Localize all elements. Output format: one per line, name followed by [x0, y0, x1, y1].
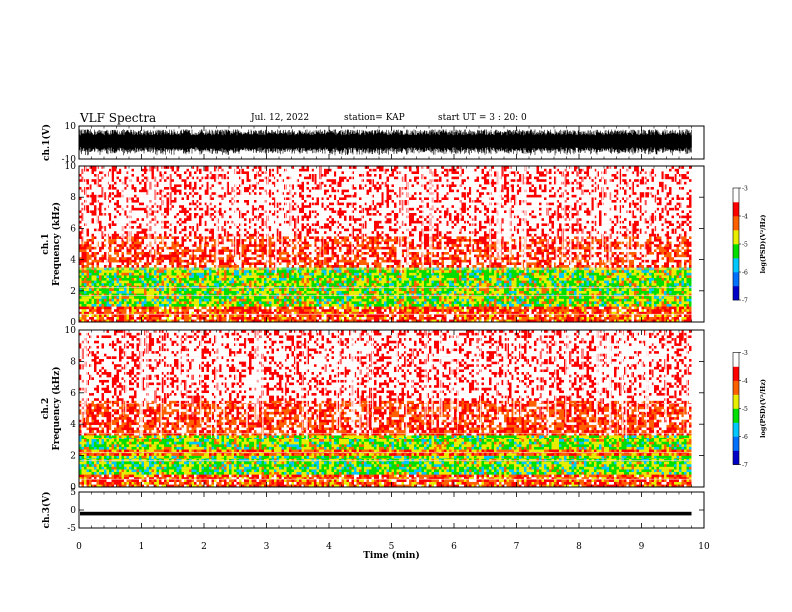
- x-tick-2: 2: [201, 542, 207, 552]
- ch1-spectrogram-ylabel: Frequency (kHz): [51, 202, 62, 286]
- ch2-spectrogram-ytick-0: 0: [70, 483, 76, 493]
- ch1-spectrogram-colorbar-tick-4: -7: [742, 298, 748, 305]
- ch1-spectrogram-ylabel-channel: ch.1: [41, 233, 51, 254]
- ch1-waveform-ylabel: ch.1(V): [41, 124, 52, 161]
- ch1-spectrogram-ytick-2: 4: [70, 256, 76, 266]
- ch1-spectrogram-colorbar-label: log(PSD)(V²/Hz): [759, 215, 767, 274]
- x-tick-8: 8: [576, 542, 582, 552]
- x-tick-7: 7: [514, 542, 520, 552]
- ch2-spectrogram-colorbar-tick-3: -6: [742, 434, 748, 441]
- ch3-waveform-ytick-0: 5: [70, 488, 76, 498]
- ch2-spectrogram-colorbar-tick-4: -7: [742, 462, 748, 469]
- ch1-spectrogram-colorbar-tick-0: -3: [742, 186, 748, 193]
- ch2-spectrogram-ytick-2: 4: [70, 420, 76, 430]
- ch2-spectrogram-ytick-4: 8: [70, 357, 76, 367]
- ch1-waveform-trace: [79, 129, 692, 156]
- x-axis-label: Time (min): [363, 550, 420, 561]
- ch1-waveform-ytick-1: -10: [62, 155, 77, 165]
- ch2-spectrogram-colorbar-label: log(PSD)(V²/Hz): [759, 379, 767, 438]
- ch1-spectrogram-colorbar-tick-3: -6: [742, 270, 748, 277]
- ch1-spectrogram-cells: [79, 166, 704, 323]
- ch1-spectrogram-ytick-1: 2: [70, 287, 76, 297]
- x-tick-6: 6: [451, 542, 457, 552]
- ch3-waveform-trace: [80, 511, 692, 516]
- ch1-spectrogram-colorbar-tick-1: -4: [742, 214, 748, 221]
- ch1-spectrogram-ytick-5: 10: [65, 162, 77, 172]
- x-tick-4: 4: [326, 542, 332, 552]
- station-label: station= KAP: [344, 113, 405, 123]
- ch3-waveform-ytick-1: 0: [70, 506, 76, 516]
- ch2-spectrogram-ytick-1: 2: [70, 452, 76, 462]
- ch2-spectrogram-colorbar-tick-0: -3: [742, 350, 748, 357]
- ch1-spectrogram-ytick-3: 6: [70, 224, 76, 234]
- ch1-spectrogram-colorbar-tick-2: -5: [742, 242, 748, 249]
- x-tick-9: 9: [639, 542, 645, 552]
- start-ut-label: start UT = 3 : 20: 0: [438, 113, 527, 123]
- ch2-spectrogram-ytick-5: 10: [65, 326, 77, 336]
- ch2-spectrogram-cells: [79, 330, 704, 488]
- ch1-spectrogram-ytick-4: 8: [70, 193, 76, 203]
- ch1-spectrogram-ytick-0: 0: [70, 318, 76, 328]
- date-label: Jul. 12, 2022: [251, 113, 309, 123]
- x-tick-0: 0: [76, 542, 82, 552]
- x-tick-3: 3: [264, 542, 270, 552]
- ch2-spectrogram-ytick-3: 6: [70, 389, 76, 399]
- chart-title: VLF Spectra: [80, 111, 156, 125]
- ch2-spectrogram-ylabel: Frequency (kHz): [51, 366, 62, 450]
- ch2-spectrogram-colorbar-tick-1: -4: [742, 378, 748, 385]
- ch2-spectrogram-ylabel-channel: ch.2: [41, 398, 51, 419]
- x-tick-1: 1: [139, 542, 145, 552]
- ch3-waveform-ytick-2: -5: [67, 524, 76, 534]
- ch3-waveform-frame: [78, 491, 705, 529]
- x-tick-5: 5: [389, 542, 395, 552]
- ch1-waveform-ytick-0: 10: [65, 122, 77, 132]
- x-tick-10: 10: [698, 542, 710, 552]
- ch3-waveform-ylabel: ch.3(V): [41, 492, 52, 529]
- ch2-spectrogram-colorbar-tick-2: -5: [742, 406, 748, 413]
